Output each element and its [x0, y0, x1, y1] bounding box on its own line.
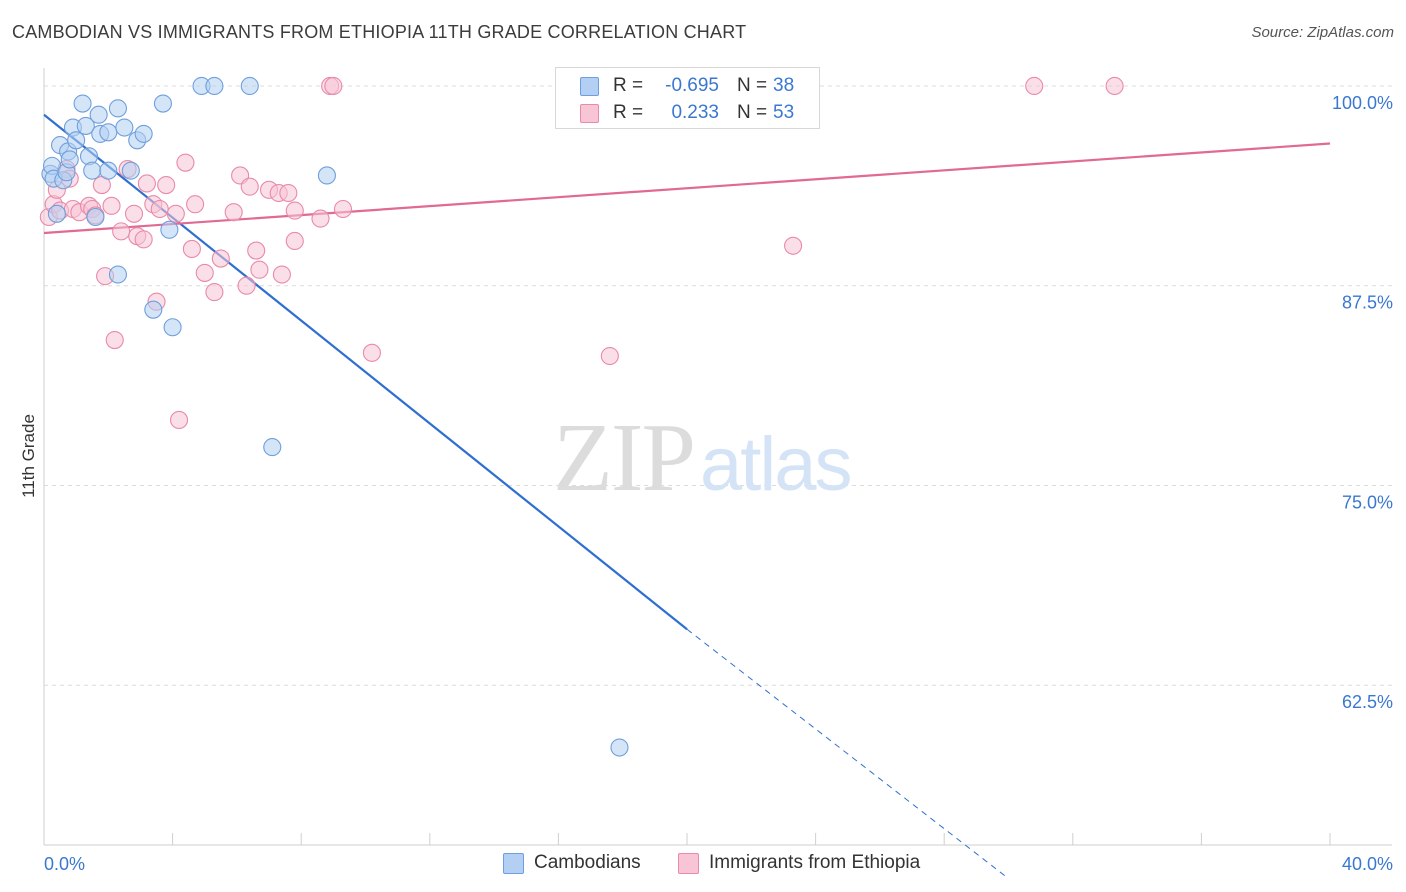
- stats-row-cambodians: R = -0.695 N = 38: [580, 74, 794, 98]
- ethiopia-point: [112, 222, 131, 241]
- cambodian-point: [205, 76, 224, 96]
- chart-title: CAMBODIAN VS IMMIGRANTS FROM ETHIOPIA 11…: [12, 22, 747, 42]
- ethiopia-point: [600, 346, 619, 366]
- cambodian-point: [83, 161, 102, 180]
- r-label: R =: [613, 102, 644, 123]
- x-tick-label: 0.0%: [44, 854, 85, 874]
- ethiopia-swatch: [580, 103, 599, 123]
- cambodian-point: [47, 204, 66, 223]
- ethiopia-point: [285, 231, 304, 251]
- ethiopia-point: [279, 183, 298, 203]
- x-tick-label: 40.0%: [1342, 854, 1393, 874]
- ethiopia-point: [182, 239, 201, 259]
- n-value: 53: [773, 102, 795, 123]
- r-value: 0.233: [671, 102, 719, 123]
- y-axis-label: 11th Grade: [19, 414, 38, 498]
- cambodian-point: [86, 207, 105, 227]
- ethiopia-point: [285, 201, 304, 220]
- y-tick-label: 87.5%: [1342, 293, 1393, 313]
- cambodian-point: [160, 220, 179, 239]
- n-value: 38: [773, 75, 795, 96]
- cambodian-point: [163, 318, 182, 337]
- ethiopia-point: [211, 249, 230, 268]
- ethiopia-point: [150, 199, 169, 219]
- cambodian-point: [89, 105, 108, 124]
- ethiopia-point: [169, 410, 189, 429]
- ethiopia-point: [176, 153, 195, 172]
- cambodian-point: [240, 76, 259, 96]
- ethiopia-point: [362, 343, 381, 362]
- ethiopia-point: [105, 330, 124, 350]
- ethiopia-point: [137, 174, 156, 193]
- ethiopia-point: [205, 283, 224, 302]
- axes: [43, 68, 1392, 846]
- legend-label: Immigrants from Ethiopia: [709, 852, 921, 873]
- trend-lines: [43, 113, 1331, 879]
- cambodian-point: [108, 265, 127, 284]
- ethiopia-point: [195, 263, 214, 282]
- cambodians-legend-swatch: [503, 852, 524, 874]
- r-value: -0.695: [665, 75, 719, 96]
- series-legend: Cambodians Immigrants from Ethiopia: [0, 852, 1406, 878]
- ethiopia-point: [240, 177, 259, 196]
- y-tick-label: 75.0%: [1342, 492, 1393, 512]
- ethiopia-point: [237, 276, 256, 295]
- n-label: N =: [737, 75, 768, 96]
- axis-labels: 100.0% 87.5% 75.0% 62.5% 0.0% 40.0% 11th Grade: [19, 93, 1393, 874]
- ethiopia-trend-line: [43, 142, 1331, 235]
- ethiopia-point: [1025, 76, 1044, 96]
- cambodian-point: [134, 124, 153, 143]
- legend-item-ethiopia[interactable]: Immigrants from Ethiopia: [678, 852, 920, 874]
- ethiopia-point: [102, 196, 121, 215]
- cambodian-point: [60, 150, 79, 169]
- stats-legend: R = -0.695 N = 38 R = 0.233 N = 53: [555, 67, 820, 129]
- y-tick-label: 62.5%: [1342, 692, 1393, 712]
- cambodians-trend-extension: [686, 628, 1009, 879]
- cambodian-point: [67, 131, 86, 150]
- ethiopia-point: [186, 195, 205, 214]
- cambodian-point: [153, 94, 173, 113]
- cambodian-point: [73, 94, 92, 113]
- cambodians-swatch: [580, 76, 599, 96]
- ethiopia-point: [247, 241, 266, 260]
- stats-row-ethiopia: R = 0.233 N = 53: [580, 101, 794, 125]
- cambodian-point: [76, 116, 95, 135]
- n-label: N =: [737, 102, 768, 123]
- ethiopia-point: [166, 204, 185, 223]
- legend-item-cambodians[interactable]: Cambodians: [503, 852, 641, 874]
- ethiopia-legend-swatch: [678, 852, 699, 874]
- cambodian-point: [121, 161, 140, 180]
- cambodian-point: [610, 738, 629, 757]
- ethiopia-point: [157, 175, 176, 195]
- ethiopia-point: [1105, 76, 1124, 96]
- cambodians-trend-line: [43, 113, 688, 631]
- r-label: R =: [613, 75, 644, 96]
- ethiopia-point: [784, 236, 803, 255]
- cambodian-point: [144, 300, 163, 319]
- ethiopia-point: [124, 204, 144, 223]
- ethiopia-point: [333, 199, 353, 219]
- cambodian-point: [317, 166, 336, 185]
- cambodian-point: [99, 123, 118, 142]
- ethiopia-point: [250, 260, 269, 279]
- data-points: [39, 76, 1124, 757]
- ethiopia-point: [311, 209, 330, 228]
- legend-label: Cambodians: [534, 852, 641, 873]
- ethiopia-point: [134, 230, 153, 249]
- cambodian-point: [99, 161, 118, 180]
- y-tick-label: 100.0%: [1332, 93, 1393, 113]
- cambodian-point: [115, 118, 134, 137]
- source-label: Source: ZipAtlas.com: [1251, 24, 1394, 41]
- ethiopia-point: [224, 203, 243, 222]
- cambodian-point: [263, 438, 282, 457]
- ethiopia-point: [272, 265, 291, 284]
- ethiopia-point: [324, 76, 343, 96]
- cambodian-point: [108, 99, 127, 118]
